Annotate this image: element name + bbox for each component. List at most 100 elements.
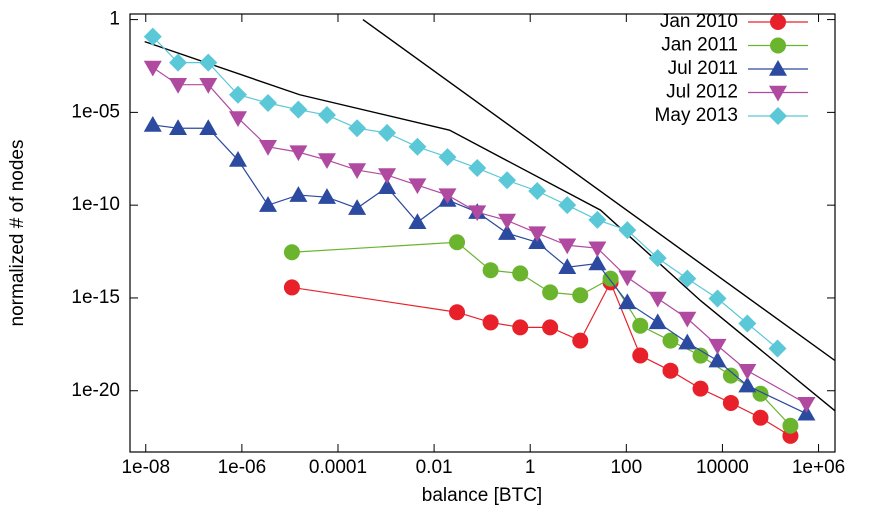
legend-marker	[770, 37, 786, 54]
marker	[782, 417, 799, 434]
legend-marker	[770, 14, 786, 30]
marker	[408, 213, 427, 230]
marker	[588, 254, 607, 271]
marker	[259, 140, 278, 156]
plot-frame	[129, 13, 836, 453]
marker	[558, 238, 577, 255]
marker	[283, 279, 300, 296]
marker	[378, 178, 397, 194]
legend-marker	[769, 107, 787, 125]
marker	[528, 181, 547, 200]
x-tick-label: 1	[525, 457, 536, 478]
marker	[738, 376, 757, 393]
legend-label: Jan 2010	[660, 11, 738, 32]
x-tick-label: 100	[610, 457, 642, 478]
x-tick-label: 0.01	[416, 457, 453, 478]
marker	[228, 151, 247, 167]
marker	[317, 188, 336, 204]
marker	[438, 188, 457, 205]
marker	[317, 153, 336, 170]
marker	[143, 60, 162, 77]
series-line	[152, 67, 807, 405]
marker	[678, 311, 697, 328]
marker	[512, 319, 529, 336]
x-axis-label: balance [BTC]	[422, 485, 542, 506]
y-tick-label: 1e-10	[71, 194, 120, 215]
marker	[632, 347, 649, 364]
marker	[662, 362, 679, 379]
marker	[708, 289, 727, 308]
legend-label: Jul 2011	[668, 58, 738, 79]
marker	[648, 249, 667, 268]
marker	[468, 159, 487, 178]
marker	[199, 119, 218, 135]
x-tick-label: 1e-06	[218, 457, 267, 478]
marker	[169, 119, 188, 135]
legend-label: Jul 2012	[666, 82, 738, 103]
marker	[289, 145, 308, 162]
marker	[438, 148, 457, 167]
x-tick-label: 0.0001	[309, 457, 367, 478]
marker	[289, 100, 308, 119]
legend-label: May 2013	[655, 105, 738, 126]
legend-marker	[769, 85, 787, 102]
marker	[542, 284, 559, 301]
fit-line	[144, 40, 835, 412]
marker	[528, 226, 547, 243]
marker	[199, 53, 218, 72]
marker	[468, 205, 487, 222]
marker	[572, 287, 589, 304]
marker	[283, 244, 300, 261]
marker	[408, 178, 427, 195]
series-line	[152, 124, 807, 415]
marker	[498, 213, 517, 230]
marker	[648, 313, 667, 330]
series-line	[152, 36, 778, 349]
marker	[199, 77, 218, 94]
marker	[542, 319, 559, 336]
legend-label: Jan 2011	[661, 35, 738, 56]
marker	[797, 396, 816, 413]
marker	[228, 111, 247, 127]
x-tick-label: 10000	[696, 457, 749, 478]
marker	[482, 262, 499, 279]
marker	[143, 27, 162, 46]
marker	[449, 234, 466, 251]
marker	[558, 258, 577, 275]
marker	[768, 339, 787, 358]
marker	[558, 196, 577, 215]
marker	[738, 363, 757, 380]
marker	[259, 94, 278, 113]
marker	[618, 293, 637, 310]
marker	[588, 210, 607, 229]
marker	[348, 119, 367, 138]
marker	[228, 85, 247, 104]
marker	[738, 314, 757, 333]
y-axis-label: normalized # of nodes	[7, 140, 28, 327]
marker	[648, 291, 667, 308]
series-line	[291, 241, 791, 427]
marker	[348, 163, 367, 180]
marker	[378, 168, 397, 185]
marker	[752, 409, 769, 426]
y-tick-label: 1	[109, 9, 120, 30]
marker	[317, 106, 336, 125]
marker	[722, 367, 739, 384]
fit-line	[362, 19, 835, 362]
marker	[678, 333, 697, 350]
marker	[378, 123, 397, 142]
marker	[498, 171, 517, 190]
marker	[259, 196, 278, 212]
marker	[348, 199, 367, 215]
y-tick-label: 1e-20	[71, 380, 120, 401]
x-tick-label: 1e-08	[121, 457, 170, 478]
marker	[289, 186, 308, 202]
marker	[169, 77, 188, 94]
x-tick-label: 1e+06	[792, 457, 845, 478]
marker	[692, 347, 709, 364]
marker	[722, 394, 739, 411]
marker	[678, 269, 697, 288]
marker	[512, 265, 529, 282]
marker	[169, 53, 188, 72]
